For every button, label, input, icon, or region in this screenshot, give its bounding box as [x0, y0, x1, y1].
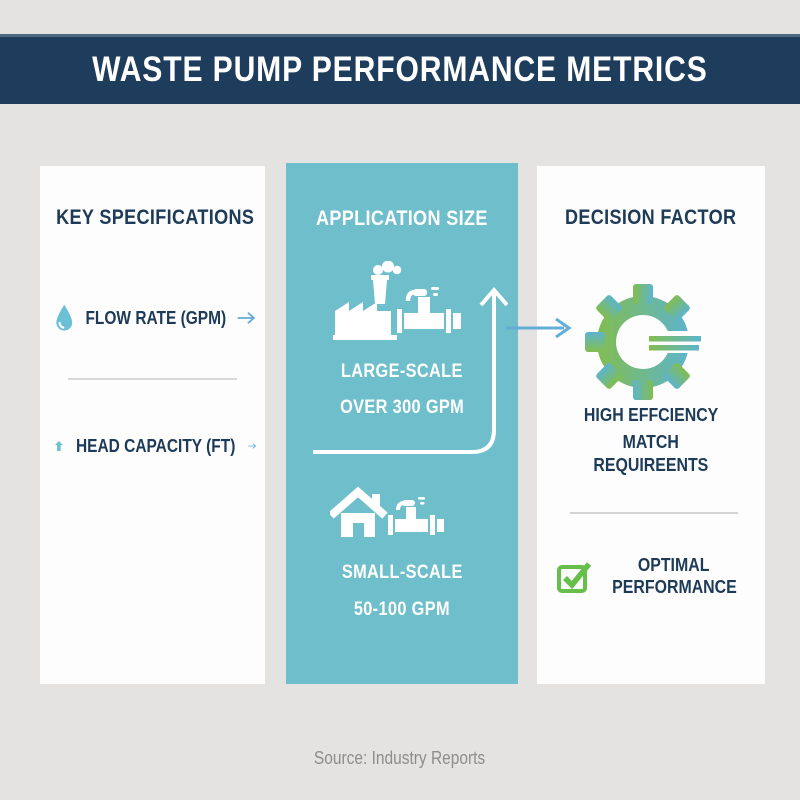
spec-row-flow-rate: FLOW RATE (GPM)	[55, 294, 257, 342]
house-pipe-icon	[330, 486, 444, 537]
gear-icon	[585, 284, 705, 400]
growth-curve-arrow-icon	[313, 286, 508, 454]
title-banner: WASTE PUMP PERFORMANCE METRICS	[0, 34, 800, 104]
match-requirements-label: MATCH REQUIREENTS	[593, 431, 709, 475]
arrow-right-icon	[248, 443, 257, 449]
arrow-up-icon	[55, 440, 63, 452]
optimal-performance-label: OPTIMAL PERFORMANCE	[611, 554, 737, 597]
key-specifications-card: KEY SPECIFICATIONS FLOW RATE (GPM) HEAD …	[40, 166, 265, 684]
high-efficiency-label: HIGH EFFCIENCY	[583, 404, 719, 425]
checkbox-check-icon	[556, 562, 591, 593]
water-drop-icon	[56, 304, 73, 331]
large-scale-title: LARGE-SCALE	[341, 361, 463, 382]
head-capacity-label: HEAD CAPACITY (FT)	[75, 435, 236, 456]
small-scale-title: SMALL-SCALE	[341, 562, 463, 583]
application-size-header: APPLICATION SIZE	[316, 207, 488, 230]
flow-rate-label: FLOW RATE (GPM)	[84, 307, 226, 328]
key-specifications-header: KEY SPECIFICATIONS	[56, 206, 255, 229]
arrow-right-icon	[237, 312, 256, 324]
spec-row-head-capacity: HEAD CAPACITY (FT)	[55, 422, 257, 470]
decision-factor-header: DECISION FACTOR	[565, 206, 737, 229]
page-title: WASTE PUMP PERFORMANCE METRICS	[92, 50, 708, 89]
connector-arrow-icon	[506, 317, 572, 339]
source-text: Source: Industry Reports	[314, 748, 486, 768]
right-card-divider	[570, 512, 738, 514]
large-scale-value: OVER 300 GPM	[339, 397, 465, 418]
optimal-performance-row: OPTIMAL PERFORMANCE	[537, 548, 765, 604]
factory-pipe-icon	[333, 261, 461, 340]
small-scale-value: 50-100 GPM	[353, 599, 451, 620]
left-card-divider	[68, 378, 237, 380]
decision-factor-card: DECISION FACTOR	[537, 166, 765, 684]
application-size-card: APPLICATION SIZE	[286, 163, 518, 684]
